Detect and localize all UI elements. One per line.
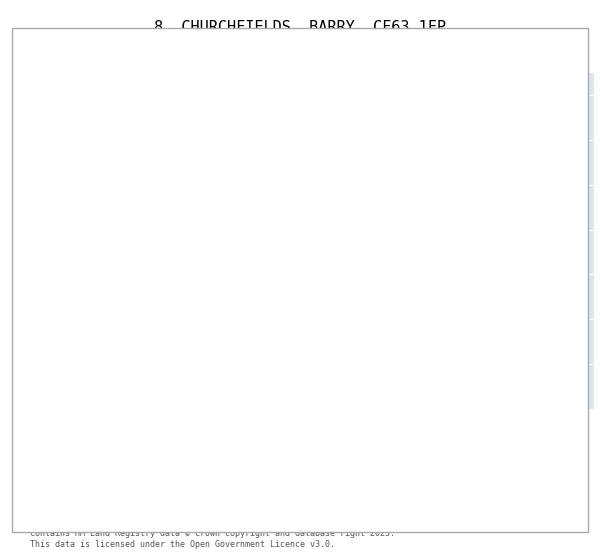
Text: £125,000: £125,000 [240,491,290,501]
Text: £48,000: £48,000 [240,474,284,484]
Text: 29% ↓ HPI: 29% ↓ HPI [360,474,416,484]
Text: Contains HM Land Registry data © Crown copyright and database right 2025.
This d: Contains HM Land Registry data © Crown c… [30,529,395,549]
Text: 1: 1 [27,474,33,484]
Text: ——: —— [42,432,70,447]
Text: 8, CHURCHFIELDS, BARRY, CF63 1FP (semi-detached house): 8, CHURCHFIELDS, BARRY, CF63 1FP (semi-d… [78,435,415,445]
Text: 46% ↓ HPI: 46% ↓ HPI [360,491,416,501]
Text: ——: —— [42,448,70,461]
Text: HPI: Average price, semi-detached house, Vale of Glamorgan: HPI: Average price, semi-detached house,… [78,450,440,460]
Text: Price paid vs. HM Land Registry's House Price Index (HPI): Price paid vs. HM Land Registry's House … [97,31,503,44]
Text: 11-DEC-2019: 11-DEC-2019 [60,491,129,501]
Text: 26-NOV-1999: 26-NOV-1999 [60,474,129,484]
Text: 1: 1 [152,126,170,136]
Text: 2: 2 [27,491,33,501]
Text: 2: 2 [491,126,509,136]
Text: 8, CHURCHFIELDS, BARRY, CF63 1FP: 8, CHURCHFIELDS, BARRY, CF63 1FP [154,20,446,35]
